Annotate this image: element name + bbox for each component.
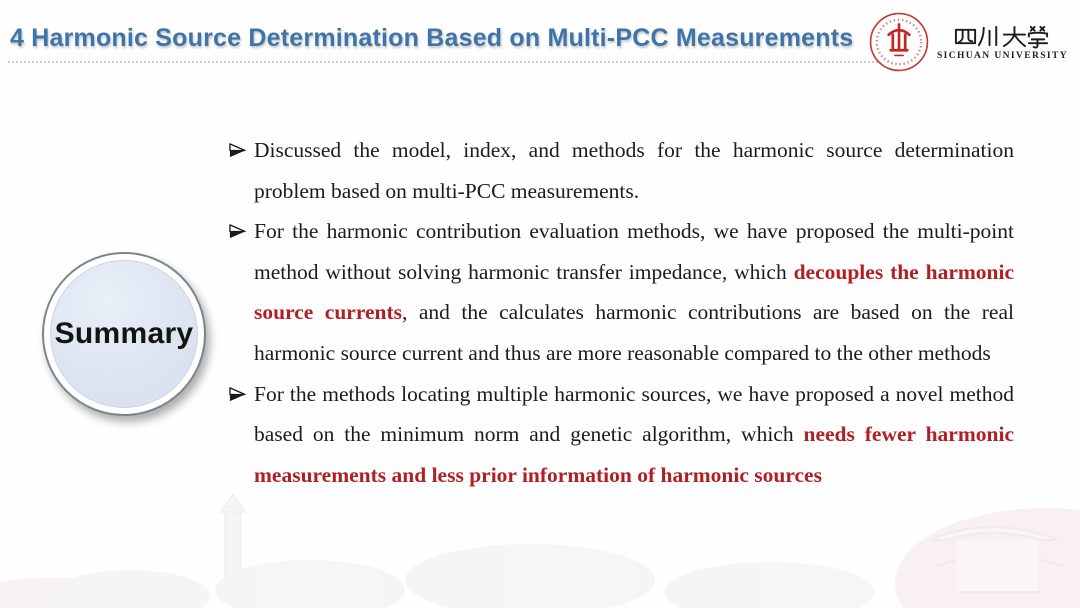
bullet-arrow-icon (228, 130, 254, 211)
summary-badge: Summary (42, 252, 206, 416)
bullet-item: Discussed the model, index, and methods … (228, 130, 1014, 211)
text-run: For the harmonic contribution evaluation… (254, 219, 1014, 284)
bullet-arrow-icon (228, 374, 254, 496)
bullet-item: For the harmonic contribution evaluation… (228, 211, 1014, 373)
campus-sketch-watermark (0, 492, 1080, 608)
highlighted-text-run: needs fewer harmonic measurements and le… (254, 422, 1014, 487)
highlighted-text-run: decouples the harmonic source currents (254, 259, 1014, 325)
text-run: For the methods locating multiple harmon… (254, 381, 1014, 447)
sichuan-university-cjk-icon (955, 25, 1049, 48)
bullet-item: For the methods locating multiple harmon… (228, 374, 1014, 496)
university-name: SICHUAN UNIVERSITY (937, 24, 1068, 61)
bullet-arrow-icon (228, 211, 254, 373)
bullet-text: For the methods locating multiple harmon… (254, 374, 1014, 496)
title-underline (8, 61, 886, 63)
summary-points: Discussed the model, index, and methods … (228, 130, 1014, 495)
summary-label: Summary (54, 317, 194, 350)
summary-badge-inner: Summary (50, 260, 198, 408)
bullet-text: Discussed the model, index, and methods … (254, 130, 1014, 211)
text-run: , and the calculates harmonic contributi… (254, 300, 1014, 365)
text-run: Discussed the model, index, and methods … (254, 138, 1014, 203)
bullet-text: For the harmonic contribution evaluation… (254, 211, 1014, 373)
university-name-latin: SICHUAN UNIVERSITY (936, 50, 1068, 61)
university-seal-icon (869, 12, 929, 72)
university-logo: SICHUAN UNIVERSITY (868, 11, 1068, 73)
page-title: 4 Harmonic Source Determination Based on… (10, 24, 854, 52)
